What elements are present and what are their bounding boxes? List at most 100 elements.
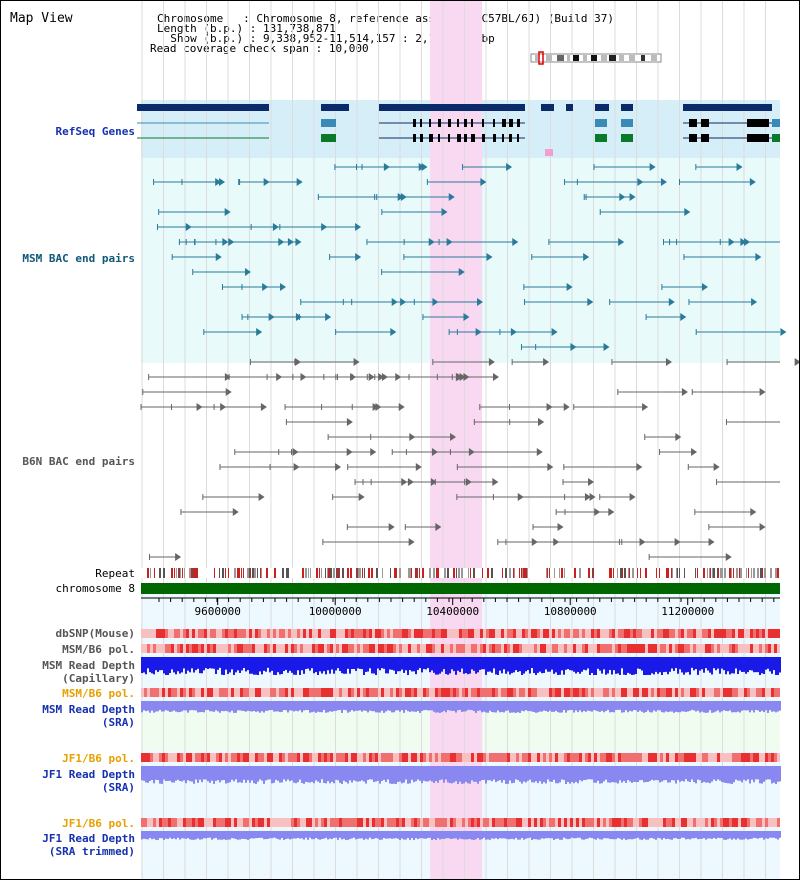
b6n-bac-end-marker — [536, 448, 543, 456]
jf1-depth-sra-bar — [649, 766, 651, 781]
jf1-depth-trimmed-bar — [207, 831, 209, 838]
dbsnp-cell — [747, 629, 750, 638]
jf1-b6-pol-trimmed-cell — [759, 818, 762, 827]
repeat-element — [620, 568, 622, 578]
msm-depth-capillary-bar — [643, 657, 645, 675]
msm-b6-pol-cell — [363, 644, 366, 653]
msm-b6-pol-sra-cell — [216, 688, 219, 697]
msm-depth-sra-bar — [291, 701, 293, 711]
jf1-depth-sra-bar — [431, 766, 433, 782]
jf1-b6-pol-cell — [264, 753, 267, 762]
msm-b6-pol-sra-cell — [327, 688, 330, 697]
jf1-depth-sra-bar — [403, 766, 405, 783]
msm-b6-pol-sra-cell — [285, 688, 288, 697]
msm-depth-sra-bar — [655, 701, 657, 712]
msm-b6-pol-sra-cell — [309, 688, 312, 697]
jf1-depth-sra-bar — [591, 766, 593, 780]
repeat-element — [147, 568, 149, 578]
msm-depth-capillary-bar — [669, 657, 671, 672]
jf1-b6-pol-trimmed-cell — [708, 818, 711, 827]
jf1-b6-pol-cell — [354, 753, 357, 762]
msm-bac-end-marker — [428, 238, 435, 246]
repeat-element — [593, 568, 594, 578]
dbsnp-cell — [543, 629, 546, 638]
msm-depth-sra-bar — [723, 701, 725, 711]
msm-depth-capillary-bar — [485, 657, 487, 675]
msm-b6-pol-cell — [390, 644, 393, 653]
jf1-b6-pol-trimmed-cell — [609, 818, 612, 827]
dbsnp-cell — [654, 629, 657, 638]
msm-b6-pol-cell — [663, 644, 666, 653]
jf1-b6-pol-cell — [753, 753, 756, 762]
msm-depth-sra-bar — [277, 701, 279, 712]
msm-depth-capillary-bar — [225, 657, 227, 670]
msm-b6-pol-cell — [273, 644, 276, 653]
msm-depth-capillary-bar — [153, 657, 155, 675]
dbsnp-cell — [522, 629, 525, 638]
msm-depth-capillary-bar — [657, 657, 659, 674]
msm-depth-capillary-bar — [179, 657, 181, 674]
dbsnp-cell — [279, 629, 282, 638]
jf1-depth-sra-bar — [699, 766, 701, 781]
dbsnp-cell — [453, 629, 456, 638]
jf1-b6-pol-trimmed-cell — [354, 818, 357, 827]
dbsnp-cell — [708, 629, 711, 638]
track-label-jf1-b6-pol-trimmed: JF1/B6 pol. — [62, 817, 135, 830]
jf1-b6-pol-trimmed-cell — [372, 818, 375, 827]
msm-b6-pol-cell — [402, 644, 405, 653]
msm-depth-capillary-bar — [267, 657, 269, 668]
msm-b6-pol-cell — [177, 644, 180, 653]
jf1-depth-sra-bar — [453, 766, 455, 783]
msm-b6-pol-cell — [750, 644, 753, 653]
msm-depth-sra-bar — [493, 701, 495, 713]
gene-exon — [413, 134, 416, 142]
msm-depth-capillary-bar — [169, 657, 171, 674]
msm-depth-sra-bar — [773, 701, 775, 712]
jf1-b6-pol-trimmed-cell — [540, 818, 543, 827]
msm-depth-capillary-bar — [251, 657, 253, 674]
msm-b6-pol-sra-cell — [486, 688, 489, 697]
msm-depth-capillary-bar — [253, 657, 255, 675]
track-label-msm-bac: MSM BAC end pairs — [22, 252, 135, 265]
jf1-b6-pol-cell — [627, 753, 630, 762]
msm-depth-capillary-bar — [747, 657, 749, 673]
jf1-b6-pol-trimmed-cell — [546, 818, 549, 827]
msm-b6-pol-cell — [768, 644, 771, 653]
msm-b6-pol-sra-cell — [765, 688, 768, 697]
msm-b6-pol-sra-cell — [663, 688, 666, 697]
msm-depth-capillary-bar — [587, 657, 589, 669]
msm-depth-sra-bar — [697, 701, 699, 711]
jf1-depth-trimmed-bar — [215, 831, 217, 838]
jf1-depth-sra-bar — [307, 766, 309, 783]
jf1-depth-sra-bar — [687, 766, 689, 782]
msm-depth-capillary-bar — [617, 657, 619, 674]
msm-depth-sra-bar — [335, 701, 337, 711]
jf1-depth-trimmed-bar — [145, 831, 147, 840]
b6n-bac-end-marker — [358, 493, 365, 501]
msm-depth-sra-bar — [537, 701, 539, 713]
msm-depth-capillary-bar — [183, 657, 185, 669]
jf1-b6-pol-cell — [156, 753, 159, 762]
repeat-element — [628, 568, 629, 578]
jf1-b6-pol-trimmed-cell — [165, 818, 168, 827]
jf1-depth-trimmed-bar — [713, 831, 715, 838]
jf1-depth-sra-bar — [733, 766, 735, 783]
jf1-depth-sra-bar — [465, 766, 467, 782]
msm-b6-pol-cell — [291, 644, 294, 653]
jf1-b6-pol-cell — [510, 753, 513, 762]
jf1-depth-sra-bar — [337, 766, 339, 781]
msm-depth-capillary-bar — [687, 657, 689, 673]
msm-b6-pol-cell — [477, 644, 480, 653]
jf1-depth-trimmed-bar — [291, 831, 293, 839]
msm-b6-pol-cell — [198, 644, 201, 653]
jf1-depth-trimmed-bar — [147, 831, 149, 840]
msm-b6-pol-cell — [651, 644, 654, 653]
msm-b6-pol-sra-cell — [351, 688, 354, 697]
msm-bac-end-marker — [618, 238, 625, 246]
msm-depth-capillary-bar — [171, 657, 173, 670]
jf1-b6-pol-cell — [246, 753, 249, 762]
dbsnp-cell — [150, 629, 153, 638]
repeat-element — [394, 568, 396, 578]
msm-depth-sra-bar — [543, 701, 545, 711]
